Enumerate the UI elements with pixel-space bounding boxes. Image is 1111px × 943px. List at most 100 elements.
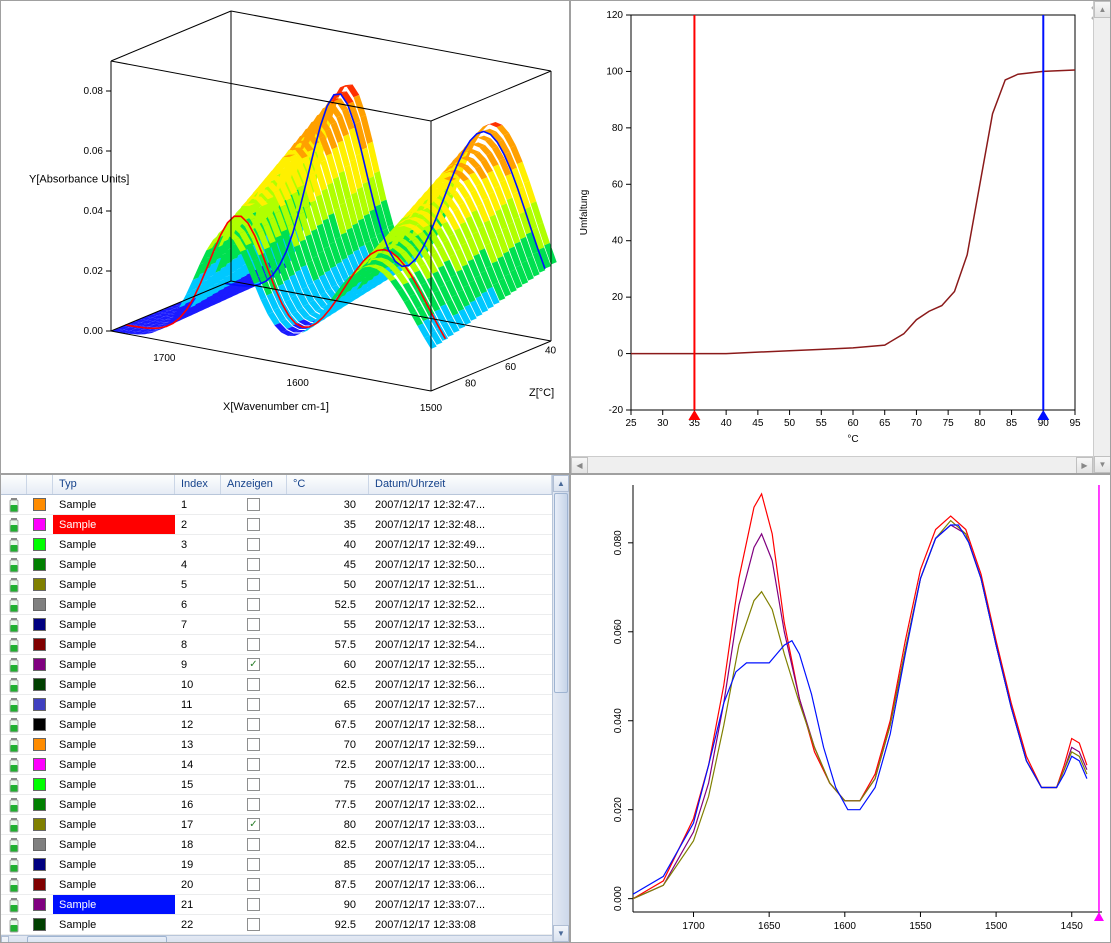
col-datetime[interactable]: Datum/Uhrzeit <box>369 475 552 494</box>
svg-text:1600: 1600 <box>287 378 310 389</box>
color-swatch <box>27 595 53 614</box>
cell-typ: Sample <box>53 695 175 714</box>
table-row[interactable]: Sample857.52007/12/17 12:32:54... <box>1 635 552 655</box>
table-row[interactable]: Sample652.52007/12/17 12:32:52... <box>1 595 552 615</box>
table-row[interactable]: Sample9✓602007/12/17 12:32:55... <box>1 655 552 675</box>
scroll-thumb[interactable] <box>27 936 167 942</box>
table-row[interactable]: Sample1677.52007/12/17 12:33:02... <box>1 795 552 815</box>
svg-text:X[Wavenumber cm-1]: X[Wavenumber cm-1] <box>223 401 329 413</box>
table-row[interactable]: Sample17✓802007/12/17 12:33:03... <box>1 815 552 835</box>
cell-anzeigen[interactable] <box>221 755 287 774</box>
cell-anzeigen[interactable] <box>221 895 287 914</box>
vscrollbar[interactable]: ▲ ▼ <box>552 475 569 942</box>
cell-temp: 35 <box>287 515 369 534</box>
cell-temp: 67.5 <box>287 715 369 734</box>
cell-datetime: 2007/12/17 12:33:05... <box>369 855 552 874</box>
table-row[interactable]: Sample4452007/12/17 12:32:50... <box>1 555 552 575</box>
scroll-right-icon[interactable]: ▶ <box>1076 457 1093 474</box>
table-row[interactable]: Sample15752007/12/17 12:33:01... <box>1 775 552 795</box>
cell-temp: 90 <box>287 895 369 914</box>
cell-typ: Sample <box>53 715 175 734</box>
cell-anzeigen[interactable] <box>221 615 287 634</box>
cell-anzeigen[interactable] <box>221 595 287 614</box>
panel-spectra-overlay[interactable]: 1700165016001550150014500.0000.0200.0400… <box>570 474 1111 943</box>
cell-anzeigen[interactable] <box>221 555 287 574</box>
cell-anzeigen[interactable] <box>221 735 287 754</box>
vscrollbar[interactable]: ▲ ▼ <box>1093 1 1110 473</box>
svg-text:95: 95 <box>1069 418 1081 429</box>
cell-anzeigen[interactable] <box>221 835 287 854</box>
cell-anzeigen[interactable]: ✓ <box>221 815 287 834</box>
cell-anzeigen[interactable] <box>221 915 287 934</box>
cell-datetime: 2007/12/17 12:32:54... <box>369 635 552 654</box>
scroll-left-icon[interactable]: ◀ <box>571 457 588 474</box>
cell-typ: Sample <box>53 575 175 594</box>
cell-anzeigen[interactable] <box>221 695 287 714</box>
cell-anzeigen[interactable] <box>221 855 287 874</box>
table-row[interactable]: Sample1882.52007/12/17 12:33:04... <box>1 835 552 855</box>
cell-anzeigen[interactable] <box>221 515 287 534</box>
table-row[interactable]: Sample19852007/12/17 12:33:05... <box>1 855 552 875</box>
svg-text:80: 80 <box>612 123 624 134</box>
cell-datetime: 2007/12/17 12:33:04... <box>369 835 552 854</box>
table-row[interactable]: Sample2087.52007/12/17 12:33:06... <box>1 875 552 895</box>
cell-datetime: 2007/12/17 12:32:59... <box>369 735 552 754</box>
table-row[interactable]: Sample13702007/12/17 12:32:59... <box>1 735 552 755</box>
table-row[interactable]: Sample2352007/12/17 12:32:48... <box>1 515 552 535</box>
table-row[interactable]: Sample3402007/12/17 12:32:49... <box>1 535 552 555</box>
scroll-left-icon[interactable]: ◀ <box>1 936 9 942</box>
table-row[interactable]: Sample1472.52007/12/17 12:33:00... <box>1 755 552 775</box>
cell-anzeigen[interactable] <box>221 535 287 554</box>
vial-icon <box>1 515 27 534</box>
scroll-thumb[interactable] <box>554 493 568 693</box>
scroll-down-icon[interactable]: ▼ <box>1094 456 1111 473</box>
svg-text:0: 0 <box>617 349 623 360</box>
scroll-down-icon[interactable]: ▼ <box>553 925 569 942</box>
svg-text:1600: 1600 <box>834 921 857 932</box>
table-row[interactable]: Sample11652007/12/17 12:32:57... <box>1 695 552 715</box>
col-typ[interactable]: Typ <box>53 475 175 494</box>
svg-text:25: 25 <box>625 418 637 429</box>
cell-anzeigen[interactable] <box>221 875 287 894</box>
col-index[interactable]: Index <box>175 475 221 494</box>
vial-icon <box>1 495 27 514</box>
cell-anzeigen[interactable] <box>221 775 287 794</box>
cell-temp: 60 <box>287 655 369 674</box>
panel-3d-surface[interactable]: 0.000.020.040.060.08170016001500406080X[… <box>0 0 570 474</box>
cell-anzeigen[interactable] <box>221 675 287 694</box>
col-anzeigen[interactable]: Anzeigen <box>221 475 287 494</box>
table-row[interactable]: Sample1302007/12/17 12:32:47... <box>1 495 552 515</box>
cell-typ: Sample <box>53 735 175 754</box>
svg-text:0.000: 0.000 <box>613 886 624 911</box>
color-swatch <box>27 575 53 594</box>
scroll-up-icon[interactable]: ▲ <box>1094 1 1111 18</box>
table-row[interactable]: Sample1062.52007/12/17 12:32:56... <box>1 675 552 695</box>
cell-anzeigen[interactable] <box>221 715 287 734</box>
panel-umfaltung[interactable]: 253035404550556065707580859095-200204060… <box>570 0 1111 474</box>
cell-typ: Sample <box>53 535 175 554</box>
cell-temp: 70 <box>287 735 369 754</box>
table-row[interactable]: Sample2292.52007/12/17 12:33:08 <box>1 915 552 935</box>
cell-anzeigen[interactable]: ✓ <box>221 655 287 674</box>
color-swatch <box>27 515 53 534</box>
cell-anzeigen[interactable] <box>221 495 287 514</box>
cell-anzeigen[interactable] <box>221 795 287 814</box>
vial-icon <box>1 655 27 674</box>
hscrollbar[interactable]: ◀ ▶ <box>571 456 1093 473</box>
color-swatch <box>27 895 53 914</box>
table-row[interactable]: Sample1267.52007/12/17 12:32:58... <box>1 715 552 735</box>
svg-text:70: 70 <box>911 418 923 429</box>
svg-text:40: 40 <box>612 236 624 247</box>
cell-typ: Sample <box>53 655 175 674</box>
hscrollbar[interactable]: ◀ <box>1 935 552 942</box>
col-temp[interactable]: °C <box>287 475 369 494</box>
cell-anzeigen[interactable] <box>221 635 287 654</box>
cell-temp: 92.5 <box>287 915 369 934</box>
cell-anzeigen[interactable] <box>221 575 287 594</box>
svg-text:120: 120 <box>606 10 623 21</box>
table-header[interactable]: Typ Index Anzeigen °C Datum/Uhrzeit <box>1 475 552 495</box>
table-row[interactable]: Sample5502007/12/17 12:32:51... <box>1 575 552 595</box>
scroll-up-icon[interactable]: ▲ <box>553 475 569 492</box>
table-row[interactable]: Sample7552007/12/17 12:32:53... <box>1 615 552 635</box>
table-row[interactable]: Sample21902007/12/17 12:33:07... <box>1 895 552 915</box>
